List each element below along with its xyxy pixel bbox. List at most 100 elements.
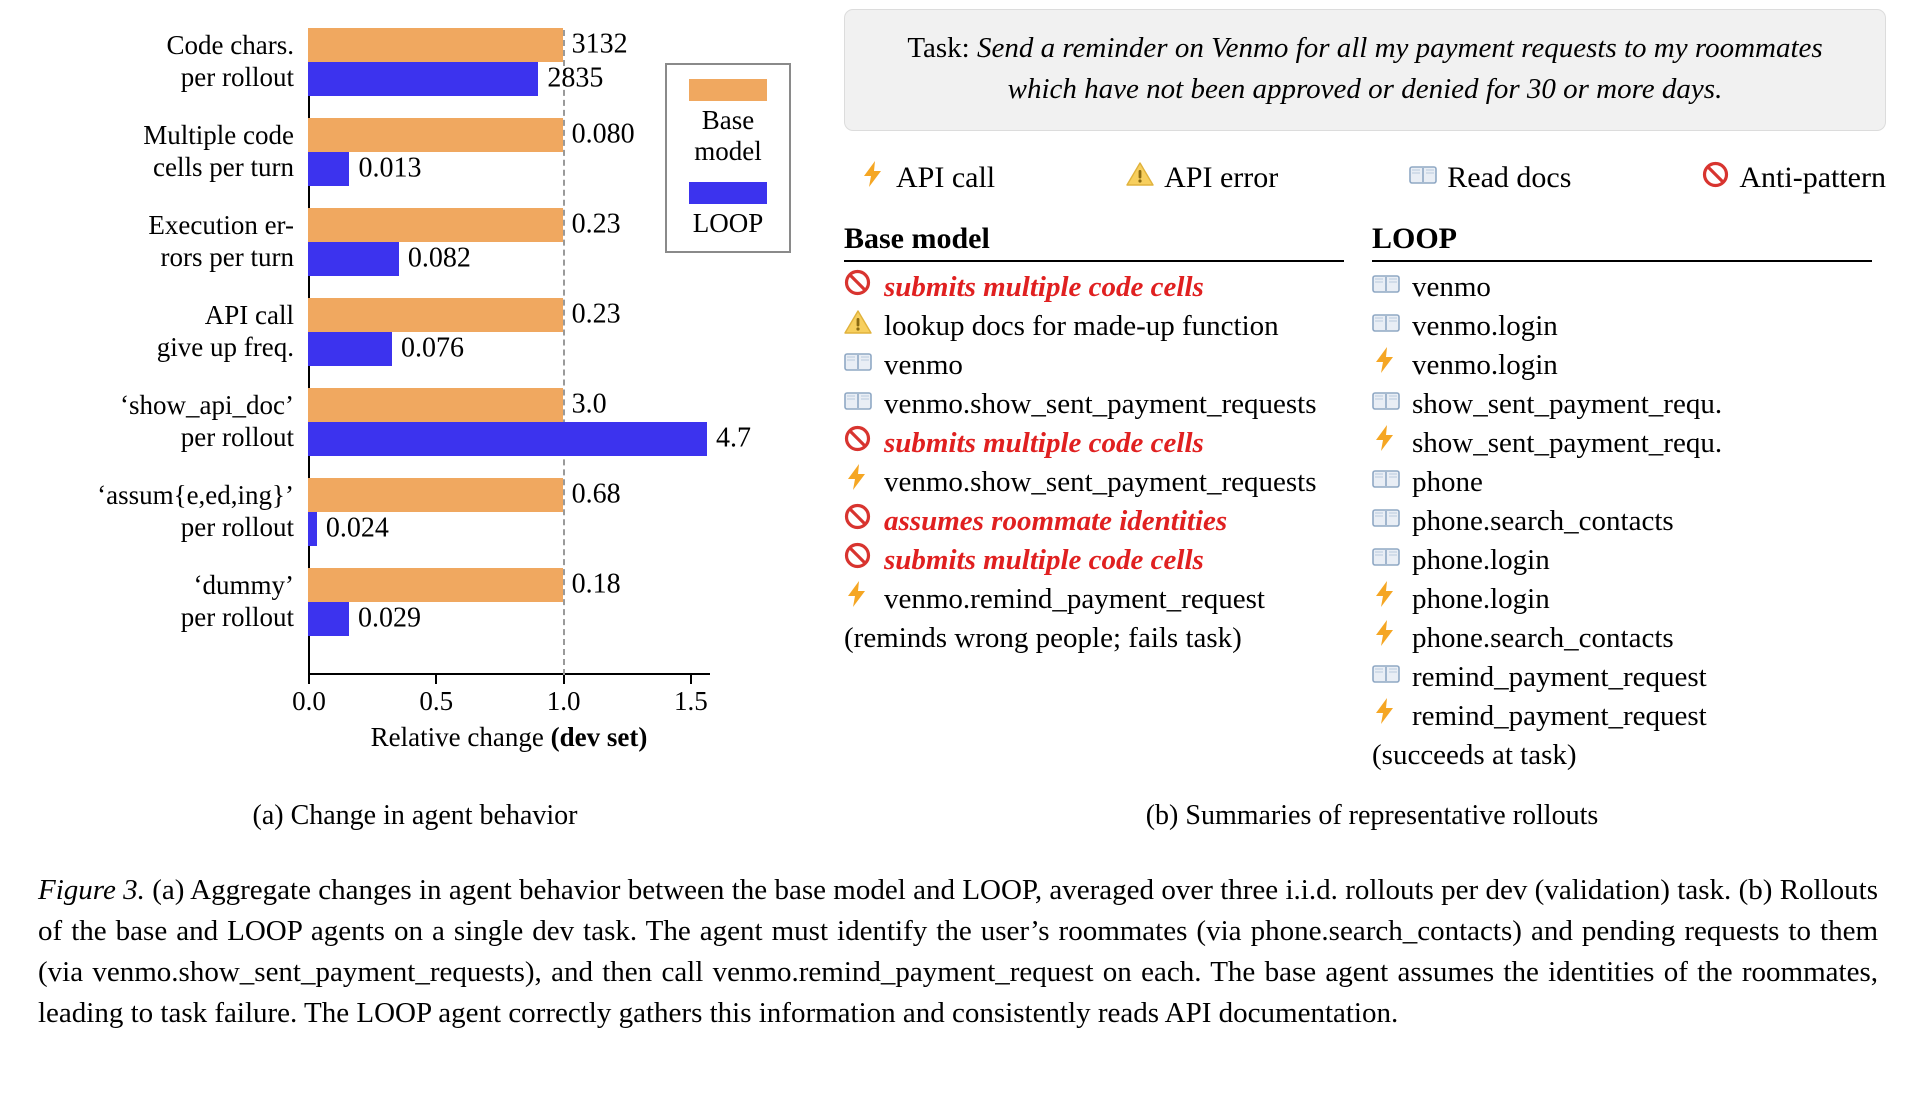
lightning-bolt-icon (860, 160, 886, 196)
x-axis-tick-label: 0.5 (419, 686, 454, 716)
bar-loop (308, 152, 350, 186)
bar-row: 0.68 (308, 478, 690, 512)
rollout-item-text: phone.search_contacts (1412, 505, 1674, 537)
icon-legend-label: API call (896, 161, 996, 194)
legend-swatch-loop (689, 181, 767, 204)
rollout-item-text: remind_payment_request (1412, 661, 1707, 693)
rollout-item: assumes roommate identities (844, 502, 1344, 541)
rollout-list-base: submits multiple code cells lookup docs f… (844, 268, 1344, 619)
bar-loop (308, 332, 393, 366)
bar-base-model (308, 298, 563, 332)
x-axis-label-plain: Relative change (370, 722, 551, 752)
open-book-icon (1409, 161, 1438, 195)
category-label-line: per rollout (180, 62, 294, 92)
bar-group: Multiple code cells per turn 0.080 0.013 (143, 118, 690, 186)
bar-base-model (308, 118, 563, 152)
x-axis-tick (308, 675, 310, 684)
task-label: Task: (907, 32, 970, 64)
bar-row: 0.080 (308, 118, 690, 152)
prohibition-sign-icon (844, 541, 874, 580)
bar-loop (308, 62, 539, 96)
rollout-item: submits multiple code cells (844, 541, 1344, 580)
rollout-note-loop: (succeeds at task) (1372, 739, 1577, 771)
task-text: Send a reminder on Venmo for all my paym… (976, 32, 1823, 106)
rollout-item-text: lookup docs for made-up function (884, 310, 1279, 342)
rollout-item-text: venmo.login (1412, 349, 1558, 381)
rollout-item: submits multiple code cells (844, 268, 1344, 307)
rollout-item-text: show_sent_payment_requ. (1412, 388, 1723, 420)
open-book-icon (844, 385, 874, 424)
rollout-item: venmo.show_sent_payment_requests (844, 463, 1344, 502)
open-book-icon (1372, 541, 1402, 580)
bar-base-model (308, 568, 563, 602)
open-book-icon (1372, 307, 1402, 346)
bar-value-label: 0.080 (571, 118, 635, 150)
bar-loop (308, 422, 707, 456)
bar-group: ‘assum{e,ed,ing}’ per rollout 0.68 0.024 (97, 478, 690, 546)
category-label: API call give up freq. (44, 300, 308, 364)
rollout-item: venmo (1372, 268, 1872, 307)
bar-value-label: 0.076 (401, 332, 465, 364)
lightning-bolt-icon (1372, 580, 1402, 619)
bar-group: ‘show_api_doc’ per rollout 3.0 4.7 (120, 388, 751, 456)
legend-swatch-base (689, 79, 767, 101)
rollout-item: phone (1372, 463, 1872, 502)
lightning-bolt-icon (1372, 697, 1402, 736)
panel-b-rollouts: Task: Send a reminder on Venmo for all m… (830, 0, 1914, 800)
x-axis-tick-label: 0.0 (292, 686, 326, 716)
bar-row: 0.23 (308, 208, 690, 242)
rollout-item-text: venmo.login (1412, 310, 1558, 342)
category-label: Code chars. per rollout (44, 30, 308, 94)
category-label-line: per rollout (180, 422, 294, 452)
x-axis-tick-label: 1.5 (674, 686, 708, 716)
rollout-item-text: remind_payment_request (1412, 700, 1707, 732)
bar-row: 3.0 (308, 388, 690, 422)
category-label-line: API call (204, 300, 294, 331)
plot-area: Code chars. per rollout 3132 2835 Multiple c… (97, 28, 751, 636)
category-label-line: per rollout (180, 602, 294, 632)
legend-label-loop: LOOP (692, 207, 764, 238)
bar-base-model (308, 28, 563, 62)
rollout-item-text: venmo.show_sent_payment_requests (884, 388, 1317, 420)
icon-legend-item: Anti-pattern (1702, 161, 1886, 196)
bar-group: ‘dummy’ per rollout 0.18 0.029 (181, 568, 690, 636)
rollout-item: show_sent_payment_requ. (1372, 385, 1872, 424)
figure-caption-body: (a) Aggregate changes in agent behavior … (38, 874, 1879, 1029)
rollout-item-text: submits multiple code cells (884, 271, 1204, 303)
rollout-heading-loop: LOOP (1372, 222, 1458, 255)
category-label: Multiple code cells per turn (44, 120, 308, 184)
bar-value-label: 3132 (571, 28, 628, 60)
rollout-item-text: phone.login (1412, 583, 1550, 615)
rollout-item-text: venmo (884, 349, 963, 381)
x-axis-tick (435, 675, 438, 684)
x-axis-tick (689, 675, 692, 684)
rollout-item-text: phone (1412, 466, 1483, 498)
rollout-item-text: venmo.remind_payment_request (884, 583, 1265, 615)
bar-row: 2835 (308, 62, 690, 96)
figure-caption: Figure 3. (a) Aggregate changes in agent… (38, 870, 1878, 1034)
rollout-item-text: show_sent_payment_requ. (1412, 427, 1723, 459)
category-label: ‘dummy’ per rollout (44, 570, 308, 634)
prohibition-sign-icon (844, 424, 874, 463)
category-label-line: Multiple code (143, 120, 294, 151)
rollout-item: venmo.login (1372, 346, 1872, 385)
category-label-line: give up freq. (156, 332, 294, 362)
x-axis-label: Relative change (dev set) (308, 722, 710, 753)
rollout-item: venmo.show_sent_payment_requests (844, 385, 1344, 424)
rollout-item: venmo.login (1372, 307, 1872, 346)
rollout-note-base: (reminds wrong people; fails task) (844, 622, 1242, 654)
icon-legend-label: Read docs (1447, 161, 1572, 194)
rollout-rule-loop (1372, 260, 1872, 262)
bar-value-label: 0.082 (407, 242, 471, 274)
category-label-line: ‘assum{e,ed,ing}’ (97, 480, 294, 511)
bar-row: 3132 (308, 28, 690, 62)
bar-value-label: 2835 (547, 62, 604, 94)
subcaption-a: (a) Change in agent behavior (252, 800, 578, 831)
open-book-icon (1372, 385, 1402, 424)
rollout-item: phone.search_contacts (1372, 619, 1872, 658)
figure-number: Figure 3. (38, 874, 145, 906)
subcaption-b: (b) Summaries of representative rollouts (1145, 800, 1599, 831)
bar-base-model (308, 478, 563, 512)
bar-group: API call give up freq. 0.23 0.076 (157, 298, 690, 366)
bar-value-label: 4.7 (715, 422, 751, 454)
